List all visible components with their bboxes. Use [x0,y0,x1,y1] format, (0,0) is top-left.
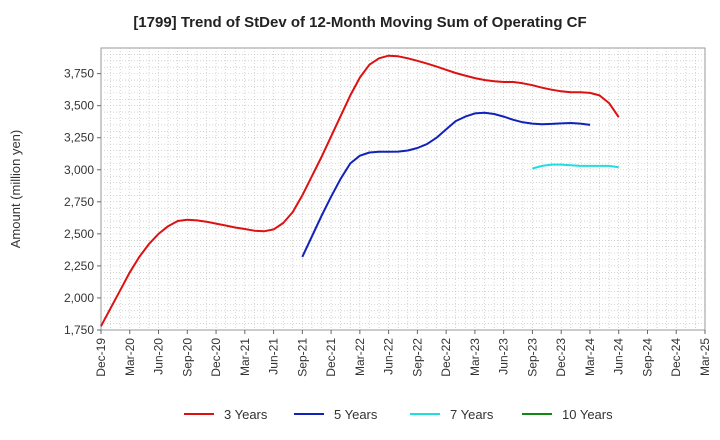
legend-label-2: 7 Years [450,407,494,422]
x-tick-label: Sep-20 [180,338,194,377]
x-tick-label: Dec-24 [669,338,683,377]
x-tick-label: Jun-23 [497,338,511,375]
x-tick-label: Sep-23 [525,338,539,377]
x-tick-label: Sep-22 [410,338,424,377]
y-tick-label: 3,250 [64,131,94,145]
x-tick-label: Jun-20 [152,338,166,375]
x-tick-label: Mar-22 [353,338,367,376]
x-tick-label: Dec-22 [439,338,453,377]
y-axis-title: Amount (million yen) [8,130,23,249]
x-tick-label: Dec-21 [324,338,338,377]
x-tick-label: Dec-23 [554,338,568,377]
x-tick-label: Sep-24 [640,338,654,377]
series-line-1 [301,111,591,258]
x-tick-label: Mar-20 [123,338,137,376]
x-tick-label: Dec-20 [209,338,223,377]
y-tick-label: 2,250 [64,259,94,273]
x-tick-label: Jun-22 [382,338,396,375]
x-tick-label: Mar-24 [583,338,597,376]
y-tick-label: 3,750 [64,67,94,81]
x-tick-label: Sep-21 [295,338,309,377]
x-axis: Dec-19 Mar-20 Jun-20 Sep-20 Dec-20 Mar-21 Jun-… [94,330,712,377]
legend-label-0: 3 Years [224,407,268,422]
chart-title: [1799] Trend of StDev of 12-Month Moving… [133,14,587,31]
y-tick-label: 3,000 [64,163,94,177]
series-line-0 [100,54,620,327]
y-axis: 1,750 2,000 2,250 2,500 2,750 3,000 3,250 3,500… [64,67,101,337]
x-tick-label: Jun-24 [612,338,626,375]
x-tick-label: Dec-19 [94,338,108,377]
x-tick-label: Mar-25 [698,338,712,376]
y-tick-label: 3,500 [64,99,94,113]
legend: 3 Years 5 Years 7 Years 10 Years [184,407,613,422]
y-tick-label: 2,500 [64,227,94,241]
x-tick-label: Mar-21 [238,338,252,376]
x-tick-label: Mar-23 [468,338,482,376]
legend-label-3: 10 Years [562,407,613,422]
series-line-2 [532,163,619,170]
x-tick-label: Jun-21 [267,338,281,375]
grid-lines [101,48,705,330]
y-tick-label: 2,750 [64,195,94,209]
y-tick-label: 1,750 [64,323,94,337]
legend-label-1: 5 Years [334,407,378,422]
series-group [100,54,620,327]
y-tick-label: 2,000 [64,291,94,305]
